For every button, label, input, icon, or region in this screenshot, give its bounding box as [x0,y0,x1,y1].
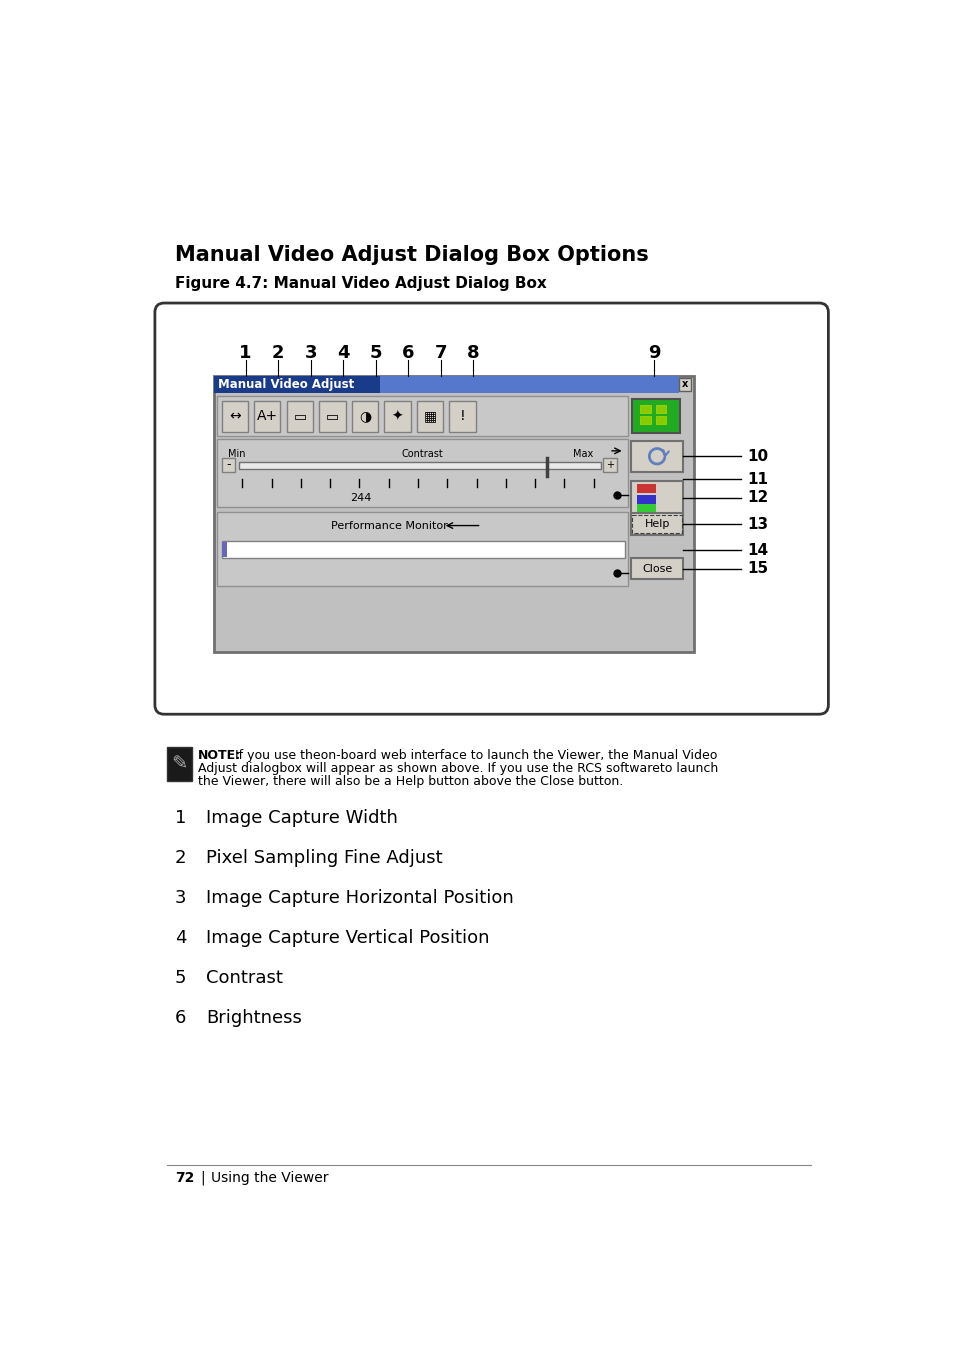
Text: 1: 1 [174,809,186,827]
Bar [449,401,476,431]
Text: 15: 15 [746,561,767,576]
Bar [630,481,682,515]
Bar [213,376,694,651]
Text: ✦: ✦ [392,409,403,423]
FancyBboxPatch shape [154,303,827,715]
Bar [632,400,679,434]
Text: Manual Video Adjust Dialog Box Options: Manual Video Adjust Dialog Box Options [174,246,648,265]
Text: Performance Monitor: Performance Monitor [331,520,447,531]
Text: 14: 14 [746,543,767,558]
Text: 244: 244 [350,493,371,503]
Text: Close: Close [641,563,672,574]
Bar [221,401,248,431]
Text: Adjust dialogbox will appear as shown above. If you use the RCS softwareto launc: Adjust dialogbox will appear as shown ab… [198,762,718,775]
Text: ✎: ✎ [172,755,188,774]
Text: the Viewer, there will also be a Help button above the Close button.: the Viewer, there will also be a Help bu… [198,775,623,788]
Text: Image Capture Vertical Position: Image Capture Vertical Position [206,929,489,947]
Text: 4: 4 [336,345,349,362]
Text: ▦: ▦ [423,409,436,423]
Text: 11: 11 [746,471,767,486]
Bar [222,542,227,557]
Text: Brightness: Brightness [206,1009,301,1027]
Text: -: - [226,458,231,471]
Text: Image Capture Horizontal Position: Image Capture Horizontal Position [206,889,514,907]
Bar [216,439,627,507]
Text: Help: Help [643,519,669,530]
Text: ▭: ▭ [326,409,338,423]
Text: 6: 6 [174,1009,186,1027]
Text: !: ! [459,409,465,423]
Text: 10: 10 [746,449,767,463]
Bar [416,401,443,431]
Bar [655,405,666,413]
Text: 2: 2 [272,345,284,362]
Text: 6: 6 [401,345,415,362]
Text: Image Capture Width: Image Capture Width [206,809,397,827]
Bar [637,494,656,504]
Bar [216,396,627,436]
Bar [221,458,235,471]
Bar [216,512,627,585]
Bar [221,540,624,558]
Text: Manual Video Adjust: Manual Video Adjust [218,378,355,392]
Bar [286,401,313,431]
Text: 5: 5 [174,969,187,988]
Text: 12: 12 [746,490,767,505]
Bar [213,376,380,393]
Text: A+: A+ [256,409,277,423]
Text: NOTE:: NOTE: [198,748,241,762]
Bar [630,440,682,471]
Text: Using the Viewer: Using the Viewer [211,1171,328,1185]
Text: 72: 72 [174,1171,194,1185]
Text: |: | [200,1171,205,1185]
Bar [637,484,656,493]
Bar [632,515,681,534]
Text: 2: 2 [174,848,187,867]
Text: 7: 7 [435,345,447,362]
Text: 3: 3 [174,889,187,907]
Bar [655,416,666,424]
Bar [630,558,682,580]
Text: 8: 8 [467,345,479,362]
Bar [238,462,600,469]
Bar [384,401,410,431]
Bar [167,747,192,781]
Text: ▭: ▭ [293,409,306,423]
Text: ↔: ↔ [229,409,240,423]
Text: Contrast: Contrast [401,449,443,458]
Bar [679,378,691,390]
Text: 5: 5 [369,345,381,362]
Text: ◑: ◑ [358,409,371,423]
Bar [630,513,682,535]
Bar [352,401,377,431]
Text: Contrast: Contrast [206,969,283,988]
Text: 13: 13 [746,516,767,531]
Text: Figure 4.7: Manual Video Adjust Dialog Box: Figure 4.7: Manual Video Adjust Dialog B… [174,276,546,290]
Text: 3: 3 [304,345,316,362]
Text: x: x [681,380,687,389]
Bar [319,401,345,431]
Bar [253,401,280,431]
Text: 4: 4 [174,929,187,947]
Text: 1: 1 [239,345,252,362]
Bar [602,458,617,471]
Text: Max: Max [573,449,593,458]
Text: 9: 9 [647,345,659,362]
Bar [637,504,656,513]
Text: +: + [605,459,613,470]
Text: If you use theon-board web interface to launch the Viewer, the Manual Video: If you use theon-board web interface to … [231,748,717,762]
Bar [639,416,650,424]
Bar [380,376,679,393]
Bar [639,405,650,413]
Text: Pixel Sampling Fine Adjust: Pixel Sampling Fine Adjust [206,848,442,867]
Text: Min: Min [228,449,245,458]
